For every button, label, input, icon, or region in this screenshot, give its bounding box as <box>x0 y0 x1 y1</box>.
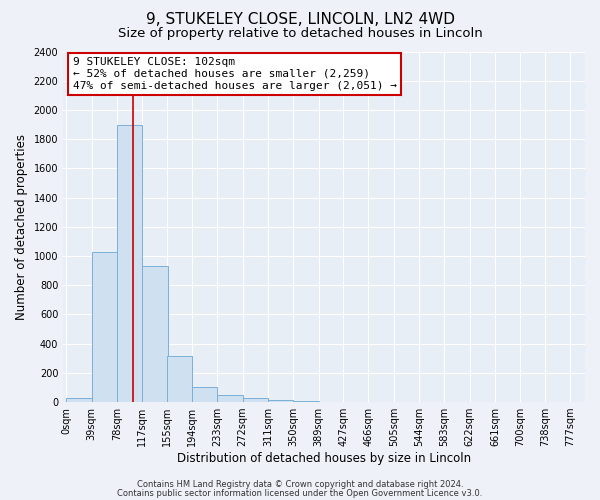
Y-axis label: Number of detached properties: Number of detached properties <box>15 134 28 320</box>
Text: 9 STUKELEY CLOSE: 102sqm
← 52% of detached houses are smaller (2,259)
47% of sem: 9 STUKELEY CLOSE: 102sqm ← 52% of detach… <box>73 58 397 90</box>
Bar <box>92 252 117 402</box>
Bar <box>117 124 142 402</box>
Text: Size of property relative to detached houses in Lincoln: Size of property relative to detached ho… <box>118 28 482 40</box>
Bar <box>142 266 167 402</box>
Bar <box>67 398 92 402</box>
Text: Contains HM Land Registry data © Crown copyright and database right 2024.: Contains HM Land Registry data © Crown c… <box>137 480 463 489</box>
Bar <box>167 356 192 402</box>
Text: Contains public sector information licensed under the Open Government Licence v3: Contains public sector information licen… <box>118 488 482 498</box>
Text: 9, STUKELEY CLOSE, LINCOLN, LN2 4WD: 9, STUKELEY CLOSE, LINCOLN, LN2 4WD <box>146 12 455 28</box>
Bar <box>268 400 293 402</box>
X-axis label: Distribution of detached houses by size in Lincoln: Distribution of detached houses by size … <box>177 452 471 465</box>
Bar <box>217 395 243 402</box>
Bar <box>192 386 217 402</box>
Bar <box>243 398 268 402</box>
